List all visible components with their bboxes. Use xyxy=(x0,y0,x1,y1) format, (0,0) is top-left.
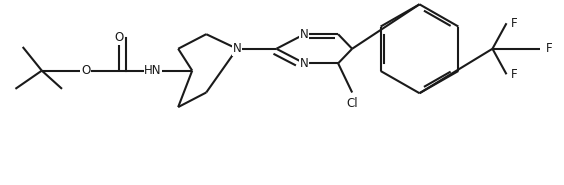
Text: F: F xyxy=(511,17,518,30)
Text: HN: HN xyxy=(144,64,162,77)
Text: N: N xyxy=(300,28,309,41)
Text: N: N xyxy=(300,57,309,70)
Text: F: F xyxy=(511,68,518,81)
Text: Cl: Cl xyxy=(346,97,358,110)
Text: F: F xyxy=(546,42,552,55)
Text: O: O xyxy=(81,64,90,77)
Text: O: O xyxy=(114,31,124,44)
Text: N: N xyxy=(233,42,241,55)
